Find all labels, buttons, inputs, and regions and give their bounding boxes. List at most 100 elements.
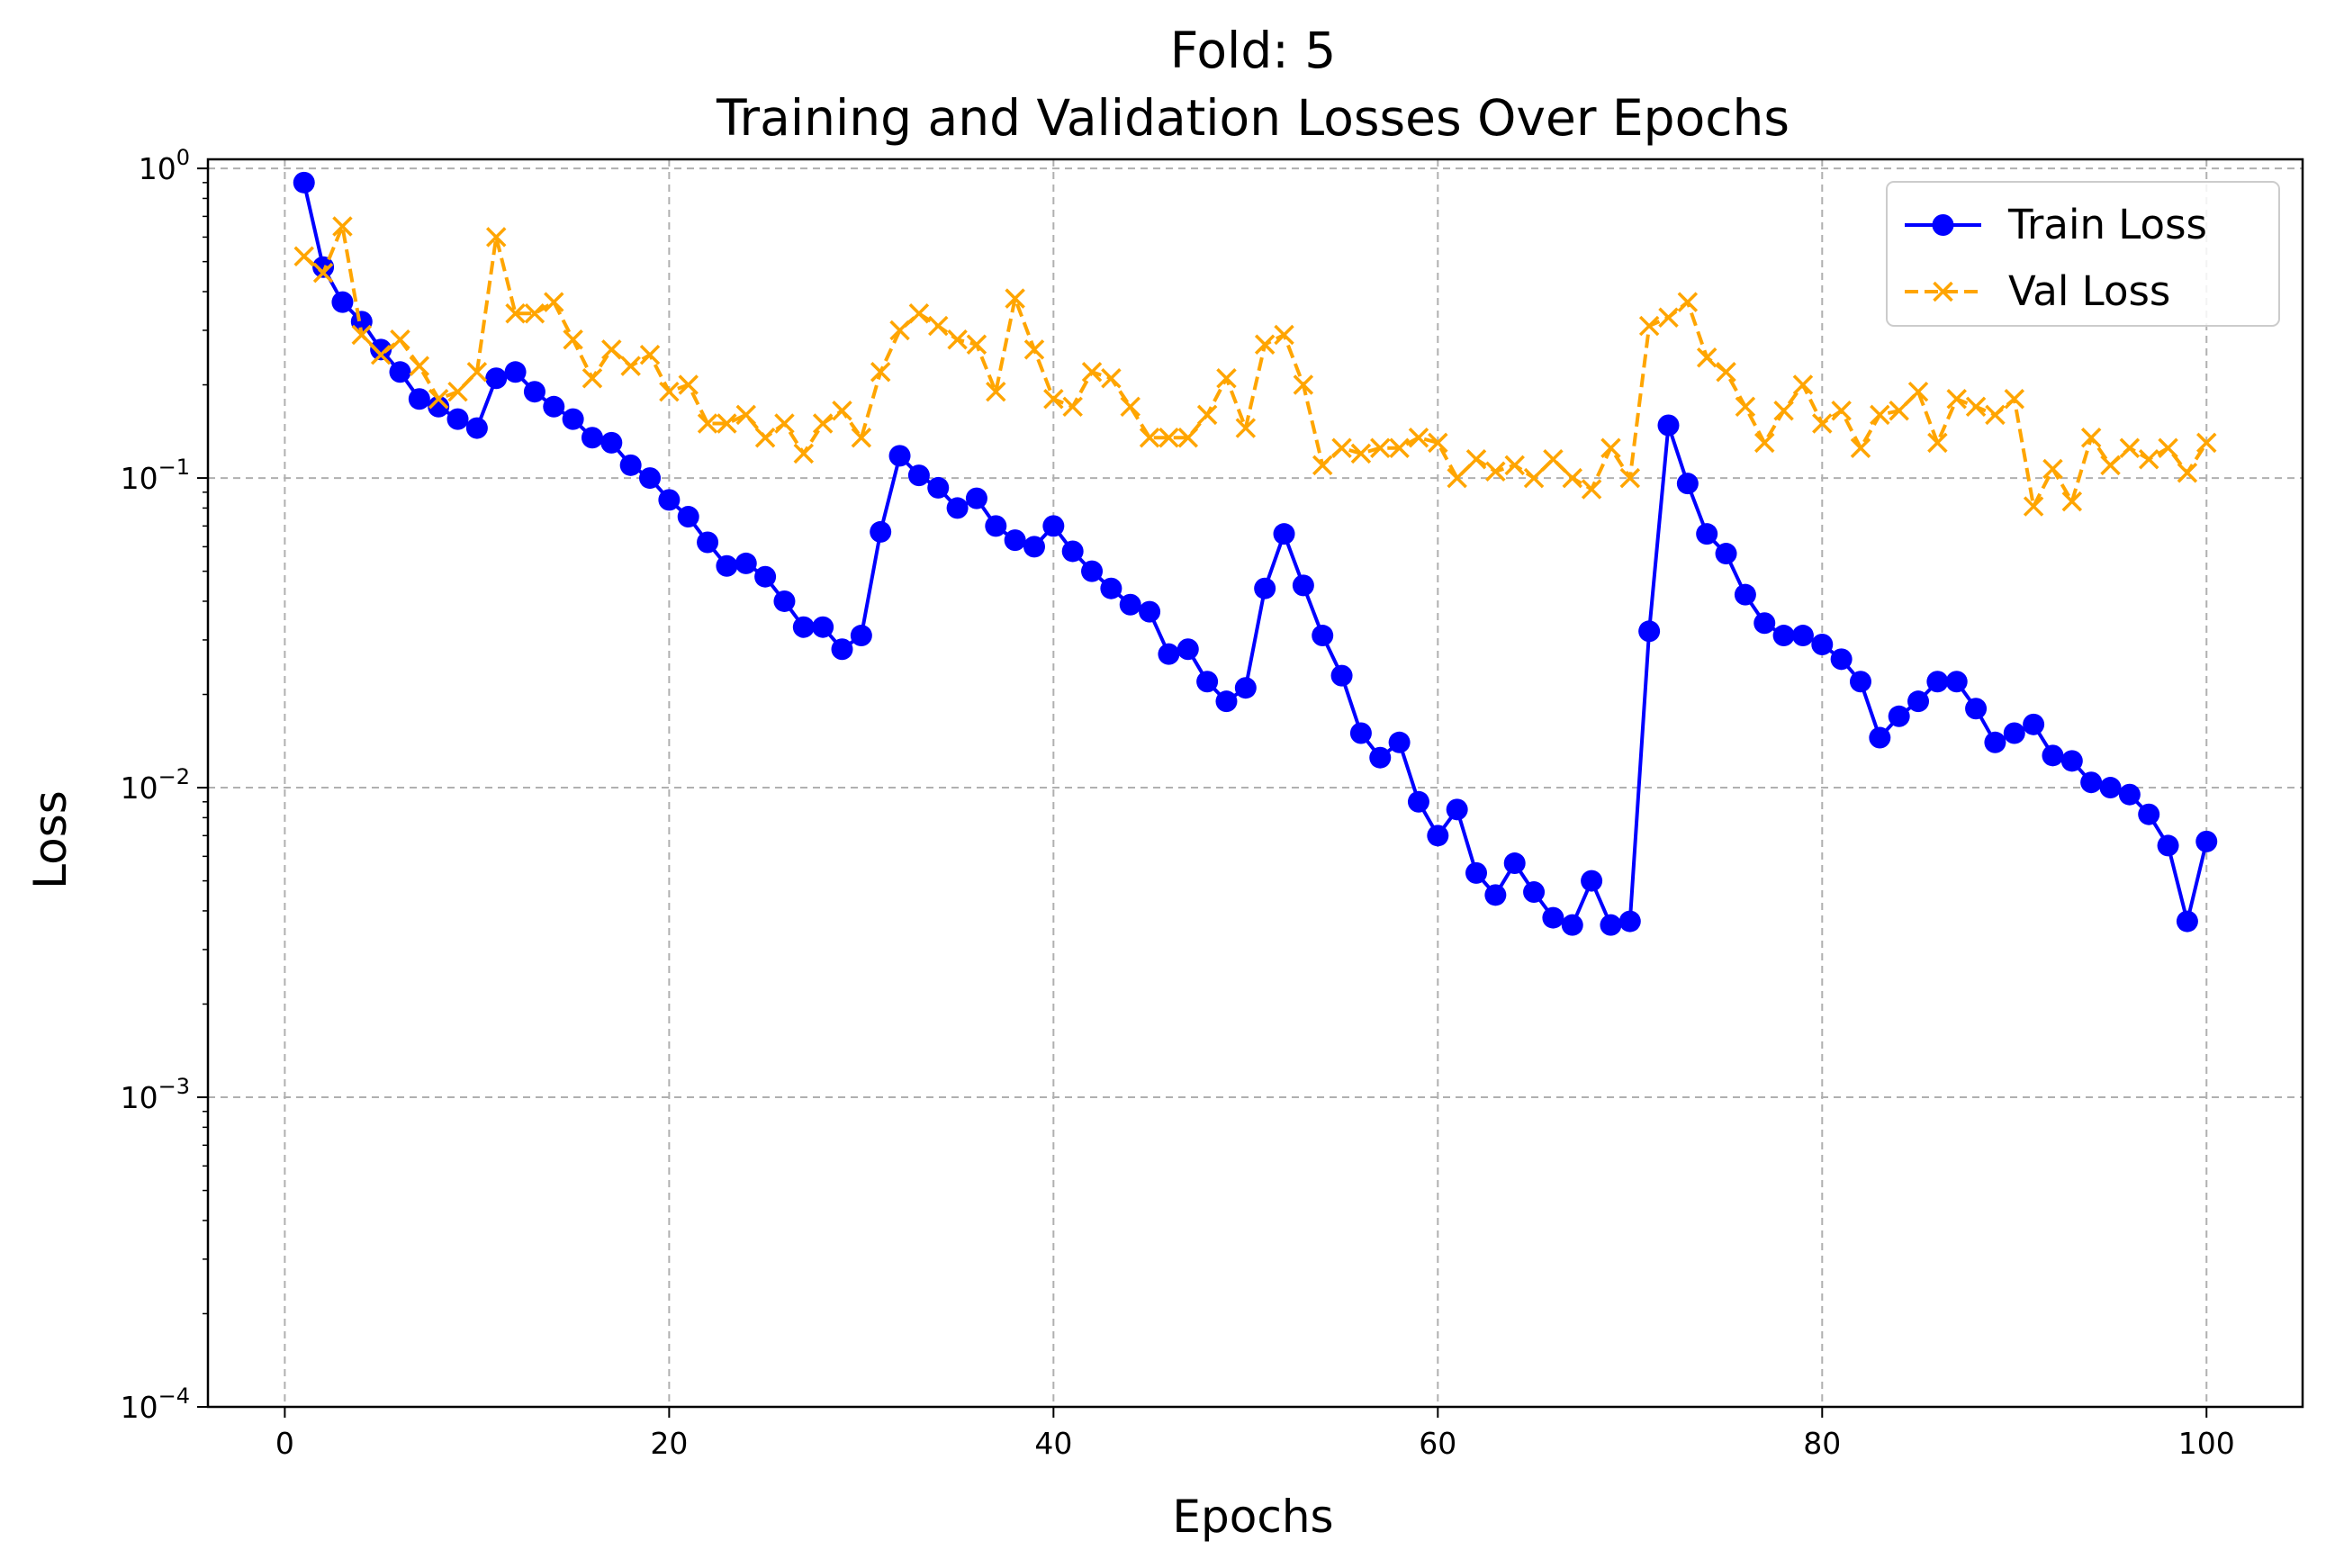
data-point — [1330, 664, 1353, 687]
data-point — [504, 361, 527, 383]
data-point — [1465, 861, 1488, 884]
x-tick-label: 80 — [1803, 1426, 1841, 1461]
data-point — [716, 554, 738, 577]
data-point — [1523, 881, 1546, 904]
data-point — [1023, 339, 1045, 360]
data-point — [1235, 418, 1257, 438]
data-point — [2138, 803, 2160, 825]
data-point — [312, 256, 335, 278]
y-tick-label: 10−2 — [121, 764, 190, 806]
data-point — [1408, 428, 1429, 448]
data-point — [1023, 536, 1045, 558]
data-point — [1869, 726, 1891, 749]
legend-marker — [1932, 214, 1954, 236]
data-point — [1581, 870, 1603, 892]
data-point — [293, 171, 315, 194]
data-point — [600, 431, 623, 454]
data-point — [446, 408, 469, 430]
data-point — [2003, 722, 2025, 744]
data-point — [1638, 315, 1660, 337]
data-point — [735, 404, 756, 426]
data-point — [697, 413, 718, 434]
data-point — [1561, 914, 1583, 936]
data-point — [889, 320, 910, 341]
y-tick-base: 10 — [121, 461, 158, 496]
data-point — [2042, 744, 2064, 767]
data-point — [1196, 671, 1219, 693]
data-point — [1120, 396, 1140, 418]
series-line — [302, 182, 2209, 927]
data-point — [485, 367, 508, 390]
data-point — [2158, 437, 2178, 458]
data-point — [447, 381, 468, 402]
data-point — [812, 616, 834, 638]
data-point — [562, 408, 584, 430]
data-point — [1600, 437, 1621, 458]
data-point — [1965, 396, 1987, 418]
data-point — [390, 329, 410, 350]
data-point — [1735, 396, 1756, 418]
data-point — [1657, 414, 1680, 437]
series-layer — [293, 171, 2218, 936]
data-point — [370, 344, 392, 365]
data-point — [2138, 448, 2159, 470]
y-tick-label: 10−3 — [121, 1074, 190, 1115]
data-point — [850, 625, 872, 647]
data-point — [524, 303, 545, 324]
data-point — [2157, 834, 2179, 857]
data-point — [1081, 560, 1104, 582]
legend-box — [1886, 181, 2280, 327]
data-point — [1061, 540, 1084, 563]
data-point — [927, 476, 950, 499]
legend: Train Loss Val Loss — [1886, 181, 2280, 327]
y-tick-base: 10 — [121, 1080, 158, 1115]
data-point — [1581, 479, 1602, 500]
data-point — [1792, 374, 1814, 395]
data-point — [543, 395, 565, 418]
data-point — [639, 344, 661, 365]
data-point — [1562, 467, 1582, 489]
data-point — [1484, 884, 1507, 906]
data-point — [332, 216, 353, 237]
data-point — [754, 428, 776, 448]
data-point — [1772, 625, 1795, 647]
data-point — [928, 315, 949, 337]
data-point — [1004, 529, 1026, 552]
data-point — [832, 401, 852, 421]
data-point — [1158, 643, 1180, 665]
data-point — [1927, 432, 1948, 454]
data-point — [870, 520, 892, 543]
y-tick-exponent: −1 — [158, 455, 190, 480]
y-tick-base: 10 — [139, 151, 176, 186]
data-point — [1369, 746, 1392, 769]
data-point — [1600, 914, 1622, 936]
data-point — [1119, 593, 1141, 616]
data-point — [1504, 455, 1525, 476]
data-point — [1696, 347, 1717, 368]
data-point — [1216, 368, 1237, 389]
data-point — [678, 374, 699, 395]
data-point — [659, 381, 680, 402]
y-tick-base: 10 — [121, 1390, 158, 1425]
data-point — [1773, 401, 1794, 421]
data-point — [408, 388, 430, 410]
data-point — [1254, 334, 1276, 355]
data-point — [312, 262, 334, 284]
data-point — [946, 497, 969, 519]
data-point — [1465, 448, 1487, 470]
data-point — [1812, 413, 1833, 434]
data-point — [1177, 428, 1199, 448]
data-point — [1349, 722, 1372, 744]
data-point — [1676, 473, 1699, 495]
data-point — [1618, 910, 1641, 933]
data-point — [793, 443, 815, 464]
data-point — [965, 487, 987, 509]
legend-label: Val Loss — [2008, 267, 2170, 315]
data-point — [1870, 404, 1890, 426]
data-point — [1965, 698, 1988, 720]
chart-subtitle: Training and Validation Losses Over Epoc… — [716, 89, 1790, 147]
data-point — [1273, 523, 1295, 545]
data-point — [1888, 705, 1910, 727]
data-point — [1850, 437, 1871, 458]
